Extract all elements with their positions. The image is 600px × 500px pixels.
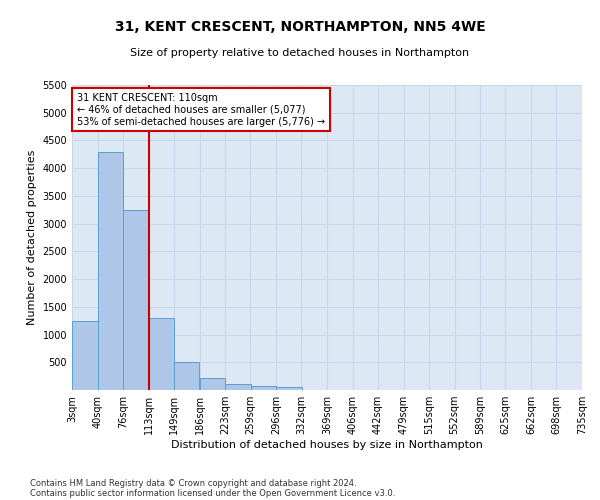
X-axis label: Distribution of detached houses by size in Northampton: Distribution of detached houses by size … <box>171 440 483 450</box>
Bar <box>277 386 302 390</box>
Text: 31, KENT CRESCENT, NORTHAMPTON, NN5 4WE: 31, KENT CRESCENT, NORTHAMPTON, NN5 4WE <box>115 20 485 34</box>
Text: Size of property relative to detached houses in Northampton: Size of property relative to detached ho… <box>130 48 470 58</box>
Bar <box>72 320 98 390</box>
Text: 31 KENT CRESCENT: 110sqm
← 46% of detached houses are smaller (5,077)
53% of sem: 31 KENT CRESCENT: 110sqm ← 46% of detach… <box>77 94 325 126</box>
Text: Contains public sector information licensed under the Open Government Licence v3: Contains public sector information licen… <box>30 489 395 498</box>
Bar <box>251 386 276 390</box>
Bar <box>174 362 199 390</box>
Bar <box>123 210 148 390</box>
Bar <box>226 384 251 390</box>
Bar <box>98 152 124 390</box>
Text: Contains HM Land Registry data © Crown copyright and database right 2024.: Contains HM Land Registry data © Crown c… <box>30 478 356 488</box>
Bar <box>200 378 225 390</box>
Bar <box>149 318 174 390</box>
Y-axis label: Number of detached properties: Number of detached properties <box>27 150 37 325</box>
